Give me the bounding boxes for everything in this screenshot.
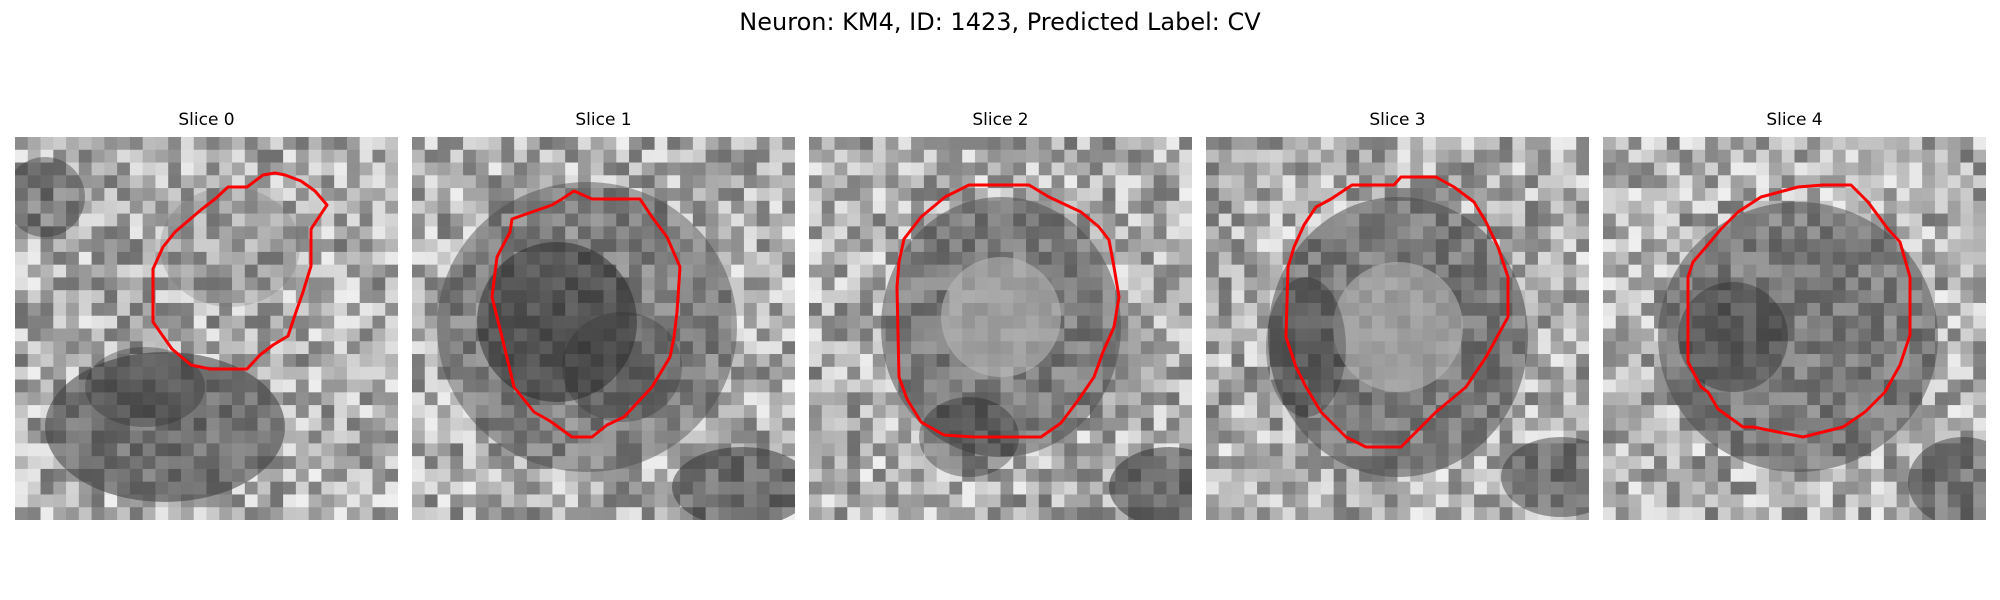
slice-title-1: Slice 1 <box>575 110 632 130</box>
roi-contour-3 <box>1284 175 1510 449</box>
figure-title: Neuron: KM4, ID: 1423, Predicted Label: … <box>739 8 1261 36</box>
slice-title-4: Slice 4 <box>1766 110 1823 130</box>
slice-panel-3: Slice 3 <box>1206 107 1589 520</box>
slice-panel-0: Slice 0 <box>15 107 398 520</box>
roi-contour-1 <box>490 189 682 439</box>
slice-panel-4: Slice 4 <box>1603 107 1986 520</box>
slice-panel-2: Slice 2 <box>809 107 1192 520</box>
roi-contour-0 <box>151 171 329 371</box>
slice-image-0 <box>15 137 398 520</box>
roi-contour-2 <box>895 183 1121 439</box>
slice-title-3: Slice 3 <box>1369 110 1426 130</box>
pixel-noise-texture <box>412 137 795 520</box>
slice-panel-1: Slice 1 <box>412 107 795 520</box>
slice-title-2: Slice 2 <box>972 110 1029 130</box>
slice-title-0: Slice 0 <box>178 110 235 130</box>
slice-image-4 <box>1603 137 1986 520</box>
roi-contour-4 <box>1686 183 1912 439</box>
slice-image-2 <box>809 137 1192 520</box>
slice-image-3 <box>1206 137 1589 520</box>
slice-image-1 <box>412 137 795 520</box>
